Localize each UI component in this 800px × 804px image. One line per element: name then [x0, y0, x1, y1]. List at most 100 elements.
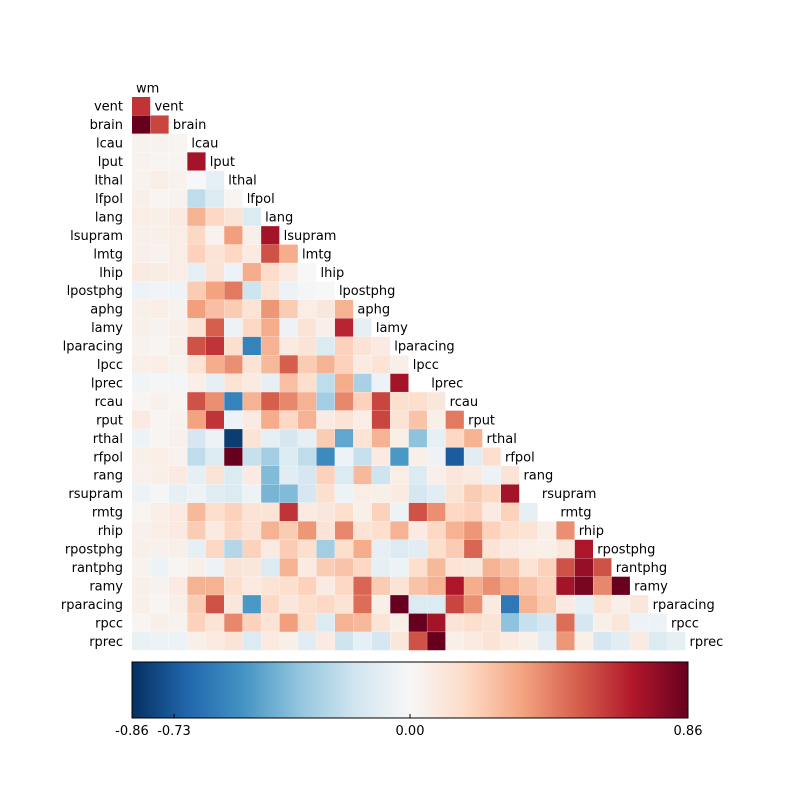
- heatmap-cell-aphg-lhip: [316, 299, 335, 319]
- diagonal-label-lput: lput: [210, 155, 235, 170]
- heatmap-cell-lprec-aphg: [353, 373, 372, 392]
- heatmap-cell-rthal-lang: [261, 429, 280, 448]
- heatmap-cell-ramy-lhip: [316, 576, 335, 595]
- heatmap-cell-rparacing-rhip: [574, 595, 593, 614]
- heatmap-cell-rcau-lprec: [427, 392, 446, 411]
- heatmap-cell-rfpol-rput: [464, 447, 483, 466]
- heatmap-cell-lhip-lmtg: [298, 263, 317, 282]
- heatmap-cell-lsupram-brain: [168, 226, 188, 245]
- heatmap-cell-rcau-lput: [205, 392, 224, 411]
- heatmap-cell-lpcc-lamy: [371, 355, 391, 374]
- heatmap-cell-rantphg-lpcc: [408, 558, 427, 577]
- heatmap-cell-lprec-lpostphg: [334, 373, 354, 392]
- heatmap-cell-lpostphg-lcau: [187, 281, 206, 300]
- heatmap-cell-rparacing-aphg: [353, 595, 372, 614]
- colorbar-gradient: [131, 661, 689, 719]
- diagonal-label-vent: vent: [154, 100, 183, 115]
- heatmap-cell-lang-vent: [150, 207, 169, 226]
- row-label-rparacing: rparacing: [61, 598, 123, 613]
- heatmap-cell-rcau-brain: [168, 392, 188, 411]
- heatmap-cell-rpcc-rcau: [445, 613, 464, 632]
- heatmap-cell-lhip-lput: [205, 263, 224, 282]
- heatmap-cell-ramy-rfpol: [501, 576, 520, 595]
- heatmap-cell-rsupram-lfpol: [242, 484, 261, 503]
- heatmap-cell-lpcc-lang: [261, 355, 280, 374]
- heatmap-cell-rsupram-brain: [168, 484, 188, 503]
- heatmap-cell-rpcc-lamy: [371, 613, 391, 632]
- heatmap-cell-rput-lsupram: [279, 410, 298, 429]
- heatmap-cell-aphg-wm: [132, 299, 151, 319]
- row-label-vent: vent: [94, 100, 123, 115]
- heatmap-cell-lhip-lthal: [224, 263, 243, 282]
- heatmap-cell-rmtg-lthal: [224, 502, 243, 522]
- heatmap-cell-rmtg-lcau: [187, 502, 206, 522]
- heatmap-cell-ramy-rantphg: [611, 576, 630, 595]
- heatmap-cell-lsupram-wm: [132, 226, 151, 245]
- heatmap-cell-ramy-lput: [205, 576, 224, 595]
- heatmap-cell-rhip-lthal: [224, 521, 243, 540]
- heatmap-cell-rprec-rthal: [482, 632, 501, 651]
- heatmap-cell-rprec-rsupram: [537, 632, 557, 651]
- heatmap-cell-rang-rcau: [445, 466, 464, 485]
- row-label-lfpol: lfpol: [95, 192, 123, 207]
- heatmap-cell-rmtg-rthal: [482, 502, 501, 522]
- heatmap-cell-rpcc-brain: [168, 613, 188, 632]
- heatmap-cell-lfpol-lput: [205, 189, 224, 208]
- heatmap-cell-rfpol-lfpol: [242, 447, 261, 466]
- heatmap-cell-rsupram-rcau: [445, 484, 464, 503]
- heatmap-cell-aphg-lmtg: [298, 299, 317, 319]
- heatmap-cell-rantphg-lhip: [316, 558, 335, 577]
- heatmap-cell-rantphg-vent: [150, 558, 169, 577]
- heatmap-cell-rthal-lcau: [187, 429, 206, 448]
- heatmap-cell-rput-lprec: [427, 410, 446, 429]
- heatmap-cell-lmtg-vent: [150, 244, 169, 263]
- heatmap-cell-lmtg-lput: [205, 244, 224, 263]
- row-label-brain: brain: [90, 118, 123, 133]
- heatmap-cell-rhip-rput: [464, 521, 483, 540]
- heatmap-cell-rput-lpcc: [408, 410, 427, 429]
- heatmap-cell-rparacing-rantphg: [611, 595, 630, 614]
- heatmap-cell-rsupram-lang: [261, 484, 280, 503]
- heatmap-cell-rthal-lput: [205, 429, 224, 448]
- heatmap-cell-lpostphg-lhip: [316, 281, 335, 300]
- heatmap-cell-rpcc-lput: [205, 613, 224, 632]
- diagonal-label-lfpol: lfpol: [247, 192, 275, 207]
- heatmap-cell-rantphg-rhip: [574, 558, 593, 577]
- heatmap-cell-lpostphg-lang: [261, 281, 280, 300]
- heatmap-cell-rthal-lmtg: [298, 429, 317, 448]
- heatmap-cell-rfpol-lamy: [371, 447, 391, 466]
- heatmap-cell-rparacing-lcau: [187, 595, 206, 614]
- heatmap-cell-lsupram-vent: [150, 226, 169, 245]
- heatmap-cell-lparacing-lfpol: [242, 336, 261, 356]
- heatmap-cell-rpcc-rsupram: [537, 613, 557, 632]
- heatmap-cell-lpostphg-lput: [205, 281, 224, 300]
- heatmap-cell-rfpol-lput: [205, 447, 224, 466]
- heatmap-cell-lamy-lcau: [187, 318, 206, 337]
- heatmap-cell-rprec-rfpol: [501, 632, 520, 651]
- heatmap-cell-rpcc-rhip: [574, 613, 593, 632]
- row-label-lprec: lprec: [91, 376, 123, 391]
- heatmap-cell-rantphg-aphg: [353, 558, 372, 577]
- heatmap-cell-rpcc-lpcc: [408, 613, 427, 632]
- diagonal-label-rsupram: rsupram: [542, 487, 597, 502]
- heatmap-cell-rparacing-vent: [150, 595, 169, 614]
- heatmap-cell-ramy-lparacing: [390, 576, 409, 595]
- heatmap-cell-rparacing-lpcc: [408, 595, 427, 614]
- heatmap-cell-lthal-vent: [150, 170, 169, 189]
- heatmap-cell-rpcc-rfpol: [501, 613, 520, 632]
- heatmap-cell-rprec-aphg: [353, 632, 372, 651]
- heatmap-cell-lparacing-lthal: [224, 336, 243, 356]
- heatmap-cell-rparacing-lprec: [427, 595, 446, 614]
- heatmap-cell-rsupram-lhip: [316, 484, 335, 503]
- row-label-lamy: lamy: [91, 321, 123, 336]
- heatmap-cell-rang-lparacing: [390, 466, 409, 485]
- heatmap-cell-lparacing-vent: [150, 336, 169, 356]
- heatmap-cell-rhip-lsupram: [279, 521, 298, 540]
- heatmap-cell-lput-lcau: [187, 152, 206, 171]
- heatmap-cell-rantphg-rput: [464, 558, 483, 577]
- heatmap-cell-lpostphg-lfpol: [242, 281, 261, 300]
- heatmap-cell-rprec-ramy: [630, 632, 649, 651]
- heatmap-cell-lpcc-wm: [132, 355, 151, 374]
- heatmap-cell-rput-lhip: [316, 410, 335, 429]
- row-label-rput: rput: [96, 413, 123, 428]
